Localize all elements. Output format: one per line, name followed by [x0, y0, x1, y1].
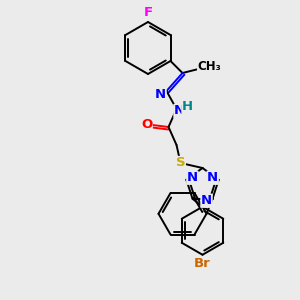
Text: N: N [207, 171, 218, 184]
Text: O: O [141, 118, 152, 131]
Text: F: F [143, 7, 153, 20]
Text: Br: Br [194, 257, 211, 270]
Text: CH₃: CH₃ [198, 61, 221, 74]
Text: N: N [174, 104, 185, 118]
Text: N: N [187, 171, 198, 184]
Text: N: N [155, 88, 166, 100]
Text: N: N [201, 194, 212, 207]
Text: S: S [176, 157, 185, 169]
Text: H: H [182, 100, 193, 113]
